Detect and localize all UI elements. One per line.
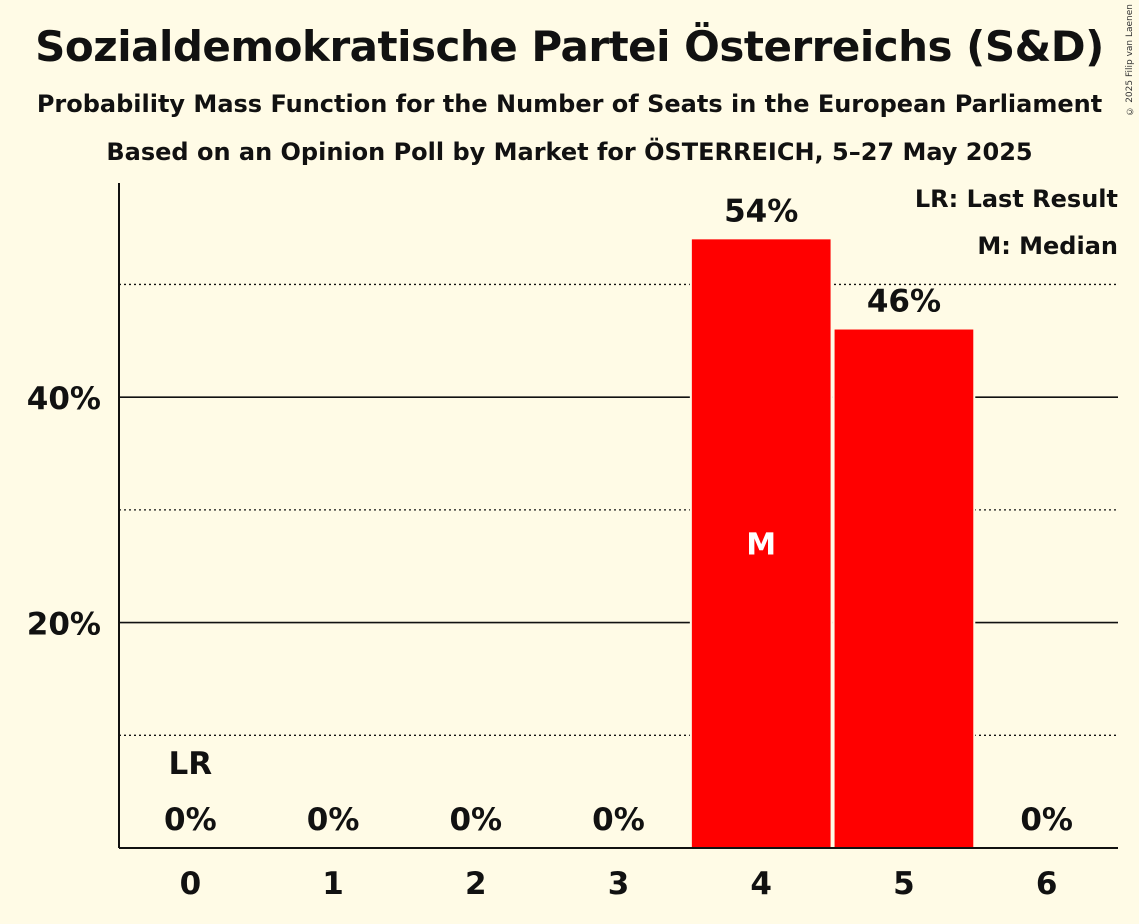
- x-tick-label: 0: [180, 866, 202, 902]
- chart-subtitle: Probability Mass Function for the Number…: [36, 90, 1103, 118]
- chart-title: Sozialdemokratische Partei Österreichs (…: [35, 22, 1104, 71]
- y-tick-label: 20%: [27, 607, 101, 643]
- legend-last-result: LR: Last Result: [914, 185, 1118, 213]
- x-tick-label: 6: [1036, 866, 1058, 902]
- bar: [834, 329, 974, 849]
- legend-median: M: Median: [977, 232, 1118, 260]
- y-tick-label: 40%: [27, 381, 101, 417]
- bar-value-label: 0%: [449, 802, 502, 838]
- bar-value-label: 0%: [592, 802, 645, 838]
- bar-value-label: 46%: [867, 284, 941, 320]
- bar-value-label: 54%: [724, 193, 798, 229]
- bar: [691, 239, 831, 848]
- bar-value-label: 0%: [307, 802, 360, 838]
- last-result-marker: LR: [169, 746, 213, 782]
- x-tick-label: 4: [750, 866, 772, 902]
- x-tick-label: 1: [322, 866, 344, 902]
- bar-value-label: 0%: [1020, 802, 1073, 838]
- median-marker: M: [746, 528, 776, 563]
- x-tick-label: 2: [465, 866, 487, 902]
- chart-source-note: Based on an Opinion Poll by Market for Ö…: [106, 138, 1033, 166]
- x-tick-label: 3: [608, 866, 630, 902]
- bar-value-label: 0%: [164, 802, 217, 838]
- x-tick-label: 5: [893, 866, 915, 902]
